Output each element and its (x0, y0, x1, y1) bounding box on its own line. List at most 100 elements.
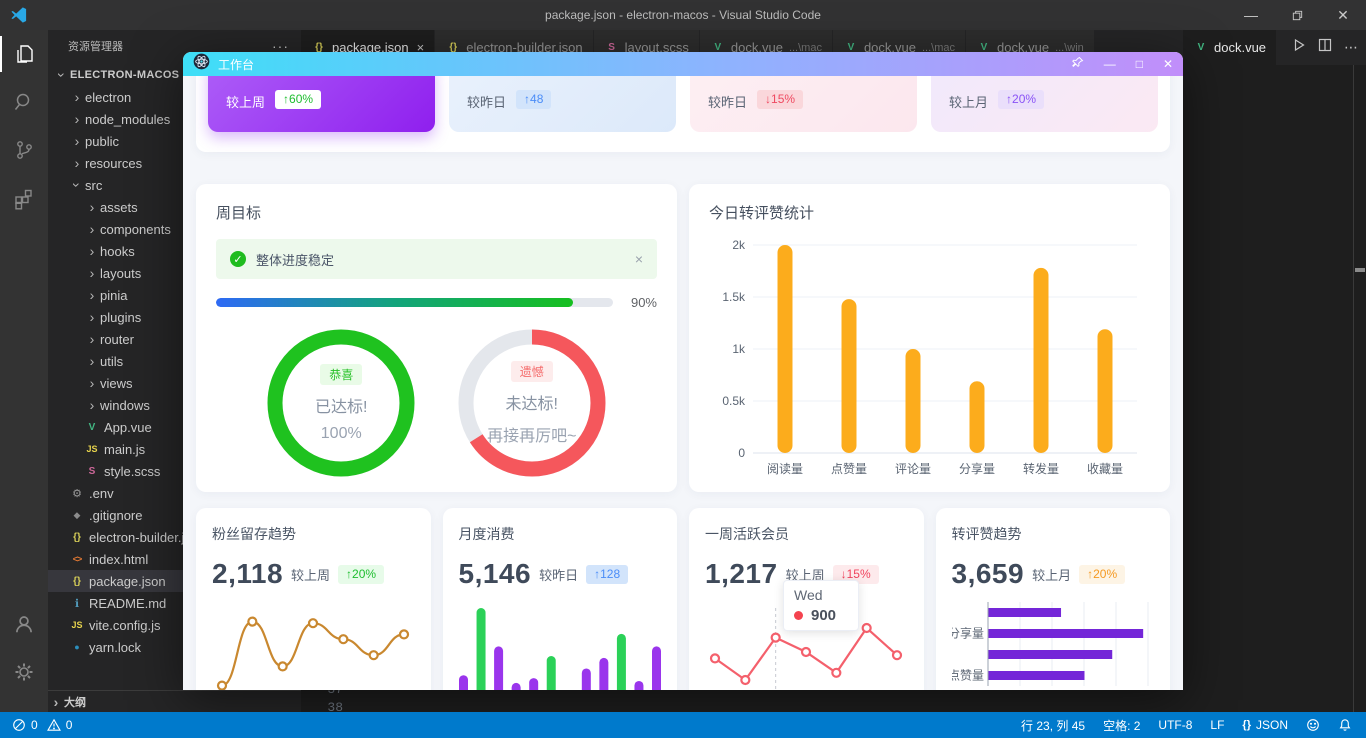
app-close-icon[interactable]: ✕ (1162, 57, 1173, 71)
close-icon[interactable]: ✕ (1337, 6, 1349, 23)
tooltip-label: Wed (794, 587, 823, 603)
yarn-file-icon: ● (74, 642, 80, 652)
card-value: 1,217 (705, 558, 778, 589)
tree-item-vite.config.js[interactable]: JS vite.config.js (48, 614, 301, 636)
chevron-right-icon: › (89, 221, 95, 237)
ring-line1: 未达标! (505, 395, 558, 413)
activity-extensions-icon[interactable] (0, 174, 48, 222)
tree-item-node_modules[interactable]: › node_modules (48, 108, 301, 130)
close-tab-icon[interactable]: × (416, 40, 425, 55)
tree-item-utils[interactable]: › utils (48, 350, 301, 372)
chevron-right-icon: › (74, 133, 80, 149)
status-encoding[interactable]: UTF-8 (1158, 718, 1192, 732)
tree-item-yarn.lock[interactable]: ● yarn.lock (48, 636, 301, 658)
tree-item-hooks[interactable]: › hooks (48, 240, 301, 262)
tree-item-router[interactable]: › router (48, 328, 301, 350)
tree-item-windows[interactable]: › windows (48, 394, 301, 416)
alert-close-icon[interactable]: × (634, 251, 643, 267)
tree-item-public[interactable]: › public (48, 130, 301, 152)
tree-item-.gitignore[interactable]: ◆ .gitignore (48, 504, 301, 526)
status-cursor-position[interactable]: 行 23, 列 45 (1021, 717, 1085, 734)
app-maximize-icon[interactable]: □ (1135, 57, 1143, 71)
status-bar-right: 行 23, 列 45 空格: 2 UTF-8 LF {} JSON (1021, 717, 1366, 734)
restore-icon[interactable] (1274, 0, 1320, 30)
tree-item-pinia[interactable]: › pinia (48, 284, 301, 306)
tree-item-.env[interactable]: ⚙ .env (48, 482, 301, 504)
stat-card-badge: ↑48 (516, 90, 552, 109)
tree-item-label: assets (100, 199, 138, 215)
diamond-file-icon: ◆ (73, 509, 81, 520)
tree-item-label: plugins (100, 309, 142, 325)
vue-file-icon: V (714, 42, 722, 53)
tree-item-index.html[interactable]: <> index.html (48, 548, 301, 570)
tab-detail: ...\win (1055, 41, 1084, 54)
tree-item-views[interactable]: › views (48, 372, 301, 394)
run-icon[interactable] (1292, 38, 1306, 57)
chevron-right-icon: › (89, 199, 95, 215)
tree-item-resources[interactable]: › resources (48, 152, 301, 174)
tree-item-electron-builder.json[interactable]: {} electron-builder.json (48, 526, 301, 548)
tree-item-label: main.js (104, 441, 146, 457)
settings-gear-icon[interactable] (0, 648, 48, 696)
feedback-icon[interactable] (1306, 718, 1320, 732)
card-chart (212, 600, 414, 690)
chevron-right-icon: › (74, 111, 80, 127)
workbench-body: 较上周 ↑60% 较昨日 ↑48 较昨日 ↓15% 较上月 ↑20% 周目标 ✓ 整体进度稳定… (183, 56, 1183, 690)
explorer-more-icon[interactable]: ··· (272, 38, 289, 54)
chevron-right-icon: › (74, 89, 80, 105)
notifications-bell-icon[interactable] (1338, 718, 1352, 732)
tree-item-components[interactable]: › components (48, 218, 301, 240)
tooltip-value-row: 900 (794, 607, 848, 624)
tree-item-label: ELECTRON-MACOS (70, 69, 180, 81)
stat-card-label: 较上月 (949, 95, 989, 110)
minimize-icon[interactable]: — (1244, 7, 1258, 23)
problems-indicator[interactable]: 0 0 (12, 718, 72, 732)
alert-text: 整体进度稳定 (256, 252, 335, 268)
tree-item-App.vue[interactable]: V App.vue (48, 416, 301, 438)
braces-file-icon: {} (73, 531, 81, 543)
card-chart: Wed 900 (705, 580, 907, 690)
tree-item-layouts[interactable]: › layouts (48, 262, 301, 284)
card-number-row: 1,217 较上周 ↓15% (705, 558, 908, 590)
tree-item-label: components (100, 221, 171, 237)
card-number-row: 3,659 较上月 ↑20% (952, 558, 1155, 590)
tree-item-label: views (100, 375, 133, 391)
tree-item-label: style.scss (104, 463, 161, 479)
vue-file-icon: V (1197, 42, 1205, 53)
tree-item-README.md[interactable]: ℹ README.md (48, 592, 301, 614)
card-badge: ↑20% (338, 564, 385, 584)
svg-text:收藏量: 收藏量 (1087, 462, 1123, 476)
scrollbar-handle[interactable] (1355, 268, 1365, 272)
accounts-icon[interactable] (0, 600, 48, 648)
check-icon: ✓ (230, 251, 246, 267)
progress-bar (216, 298, 613, 307)
status-indentation[interactable]: 空格: 2 (1103, 717, 1140, 734)
tree-item-label: public (85, 133, 119, 149)
tree-item-main.js[interactable]: JS main.js (48, 438, 301, 460)
tree-item-plugins[interactable]: › plugins (48, 306, 301, 328)
tree-item-electron[interactable]: › electron (48, 86, 301, 108)
editor-actions: ⋯ (1292, 30, 1366, 65)
weekly-goal-title: 周目标 (216, 205, 262, 222)
pin-icon[interactable] (1071, 56, 1084, 72)
activity-explorer-icon[interactable] (0, 30, 48, 78)
app-minimize-icon[interactable]: — (1103, 57, 1116, 71)
explorer-title: 资源管理器 (68, 41, 123, 53)
split-editor-icon[interactable] (1318, 38, 1332, 57)
tree-item-assets[interactable]: › assets (48, 196, 301, 218)
activity-search-icon[interactable] (0, 78, 48, 126)
tree-item-label: .gitignore (89, 507, 143, 523)
tree-item-src[interactable]: › src (48, 174, 301, 196)
card-chart: 00.3k0.6k0.9k1.2k1.5k分享量点赞量 (947, 600, 1154, 690)
workbench-window: 工作台 — □ ✕ 较上周 ↑60% 较昨日 ↑48 较昨日 ↓15% 较上月 ↑20% 周目… (183, 52, 1183, 690)
activity-source-control-icon[interactable] (0, 126, 48, 174)
ring-line1: 已达标! (315, 398, 368, 416)
status-language-mode[interactable]: {} JSON (1242, 718, 1288, 732)
outline-section[interactable]: › 大纲 (48, 690, 301, 712)
more-actions-icon[interactable]: ⋯ (1344, 39, 1358, 55)
card-badge: ↑128 (586, 564, 629, 584)
status-eol[interactable]: LF (1210, 718, 1224, 732)
tree-item-ELECTRON-MACOS[interactable]: › ELECTRON-MACOS (48, 64, 301, 86)
